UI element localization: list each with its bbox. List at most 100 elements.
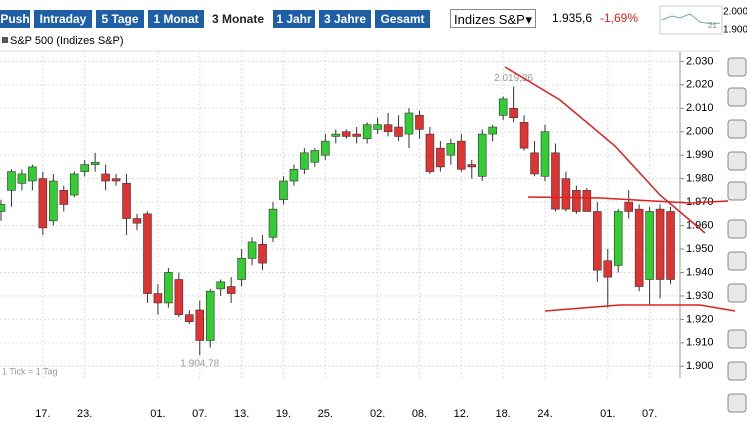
candle-body bbox=[457, 140, 466, 170]
candle-body bbox=[540, 131, 550, 177]
x-tick-label: 12. bbox=[454, 408, 469, 420]
candle-body bbox=[582, 190, 592, 212]
tool-icon[interactable] bbox=[727, 283, 747, 303]
candle-body bbox=[247, 241, 257, 259]
y-tick-label: 1.920 bbox=[686, 313, 714, 325]
x-tick-label: 01. bbox=[150, 408, 165, 420]
candle-body bbox=[373, 124, 382, 130]
range-button[interactable]: 1 Monat bbox=[148, 10, 204, 28]
x-tick-label: 08. bbox=[412, 408, 427, 420]
tool-icon[interactable] bbox=[727, 219, 747, 239]
candle-body bbox=[593, 211, 602, 271]
candle-body bbox=[101, 173, 110, 182]
candle-body bbox=[164, 272, 173, 304]
candle-body bbox=[153, 293, 163, 304]
tool-icon[interactable] bbox=[727, 393, 747, 413]
candle-body bbox=[122, 183, 131, 219]
candle-body bbox=[446, 143, 456, 156]
y-tick-label: 1.950 bbox=[686, 243, 714, 255]
range-button[interactable]: 5 Tage bbox=[96, 10, 144, 28]
mini-tag: 21 bbox=[708, 21, 717, 30]
tool-icon[interactable] bbox=[727, 119, 747, 139]
dropdown-arrow: ▾ bbox=[525, 12, 532, 27]
candle-body bbox=[143, 213, 152, 294]
candle-body bbox=[624, 201, 633, 212]
candle-body bbox=[321, 140, 330, 156]
tool-icon[interactable] bbox=[727, 57, 747, 77]
y-tick-label: 1.900 bbox=[686, 360, 714, 372]
candle-body bbox=[383, 124, 393, 133]
candle-body bbox=[415, 115, 424, 130]
candle-body bbox=[666, 211, 675, 280]
tool-icon[interactable] bbox=[727, 251, 747, 271]
candle-body bbox=[49, 180, 58, 222]
y-tick-label: 1.990 bbox=[686, 149, 714, 161]
candle-body bbox=[341, 131, 351, 137]
y-tick-label: 2.000 bbox=[686, 126, 714, 138]
range-button[interactable]: 1 Jahr bbox=[273, 10, 315, 28]
x-tick-label: 17. bbox=[35, 408, 50, 420]
candle-body bbox=[551, 152, 560, 210]
range-button[interactable]: Push bbox=[0, 10, 30, 28]
candle-body bbox=[268, 208, 278, 238]
y-tick-label: 1.940 bbox=[686, 266, 714, 278]
annotation: 1.904,78 bbox=[180, 359, 219, 370]
candle-body bbox=[28, 166, 37, 182]
mini-frame bbox=[659, 5, 723, 35]
trendline bbox=[527, 196, 729, 204]
candle-body bbox=[185, 314, 194, 323]
tool-icon[interactable] bbox=[727, 329, 747, 349]
candle-body bbox=[90, 161, 100, 165]
range-button[interactable]: Gesamt bbox=[375, 10, 430, 28]
candle-body bbox=[394, 126, 403, 137]
candle-body bbox=[477, 133, 487, 177]
footnote: 1 Tick = 1 Tag bbox=[2, 366, 58, 376]
y-tick-label: 1.910 bbox=[686, 337, 714, 349]
x-tick-label: 01. bbox=[600, 408, 615, 420]
candle-body bbox=[69, 173, 79, 196]
tool-icon[interactable] bbox=[727, 361, 747, 381]
candle-body bbox=[362, 124, 372, 140]
candles: 2.019,26 1.904,78 bbox=[0, 73, 675, 370]
candle-body bbox=[300, 152, 309, 170]
range-button[interactable]: Intraday bbox=[34, 10, 92, 28]
range-button[interactable]: 3 Monate bbox=[208, 10, 268, 28]
candle-body bbox=[226, 286, 236, 294]
index-name: Indizes S&P bbox=[454, 12, 525, 27]
candle-body bbox=[216, 281, 225, 290]
mini-line bbox=[661, 13, 721, 25]
mini-chart: 2.000 1.900 21 bbox=[659, 5, 747, 36]
range-button[interactable]: 3 Jahre bbox=[319, 10, 371, 28]
tool-icon[interactable] bbox=[727, 151, 747, 171]
tool-icon[interactable] bbox=[727, 87, 747, 107]
price: 1.935,6 bbox=[552, 11, 593, 25]
candle-body bbox=[59, 190, 69, 205]
y-tick-label: 2.020 bbox=[686, 79, 714, 91]
candle-body bbox=[331, 133, 341, 137]
candle-body bbox=[279, 180, 288, 201]
candle-body bbox=[613, 211, 623, 266]
candle-body bbox=[519, 122, 529, 149]
x-tick-label: 13. bbox=[234, 408, 249, 420]
candle-body bbox=[634, 208, 644, 287]
candle-body bbox=[258, 244, 267, 264]
tool-icon[interactable] bbox=[727, 181, 747, 201]
candle-body bbox=[111, 178, 121, 182]
x-tick-label: 18. bbox=[496, 408, 511, 420]
candle-body bbox=[310, 150, 320, 163]
index-select[interactable]: Indizes S&P ▾ bbox=[450, 9, 536, 28]
drawn-trendlines bbox=[504, 66, 736, 312]
tool-icons bbox=[727, 57, 747, 413]
candle-body bbox=[655, 208, 665, 280]
candle-body bbox=[205, 290, 215, 341]
candle-body bbox=[509, 107, 518, 118]
candle-body bbox=[404, 112, 414, 135]
candle-body bbox=[572, 190, 581, 212]
candle-body bbox=[488, 126, 497, 135]
legend-text: S&P 500 (Indizes S&P) bbox=[10, 35, 124, 47]
x-tick-label: 02. bbox=[370, 408, 385, 420]
candle-body bbox=[17, 173, 27, 184]
candle-body bbox=[80, 164, 89, 172]
